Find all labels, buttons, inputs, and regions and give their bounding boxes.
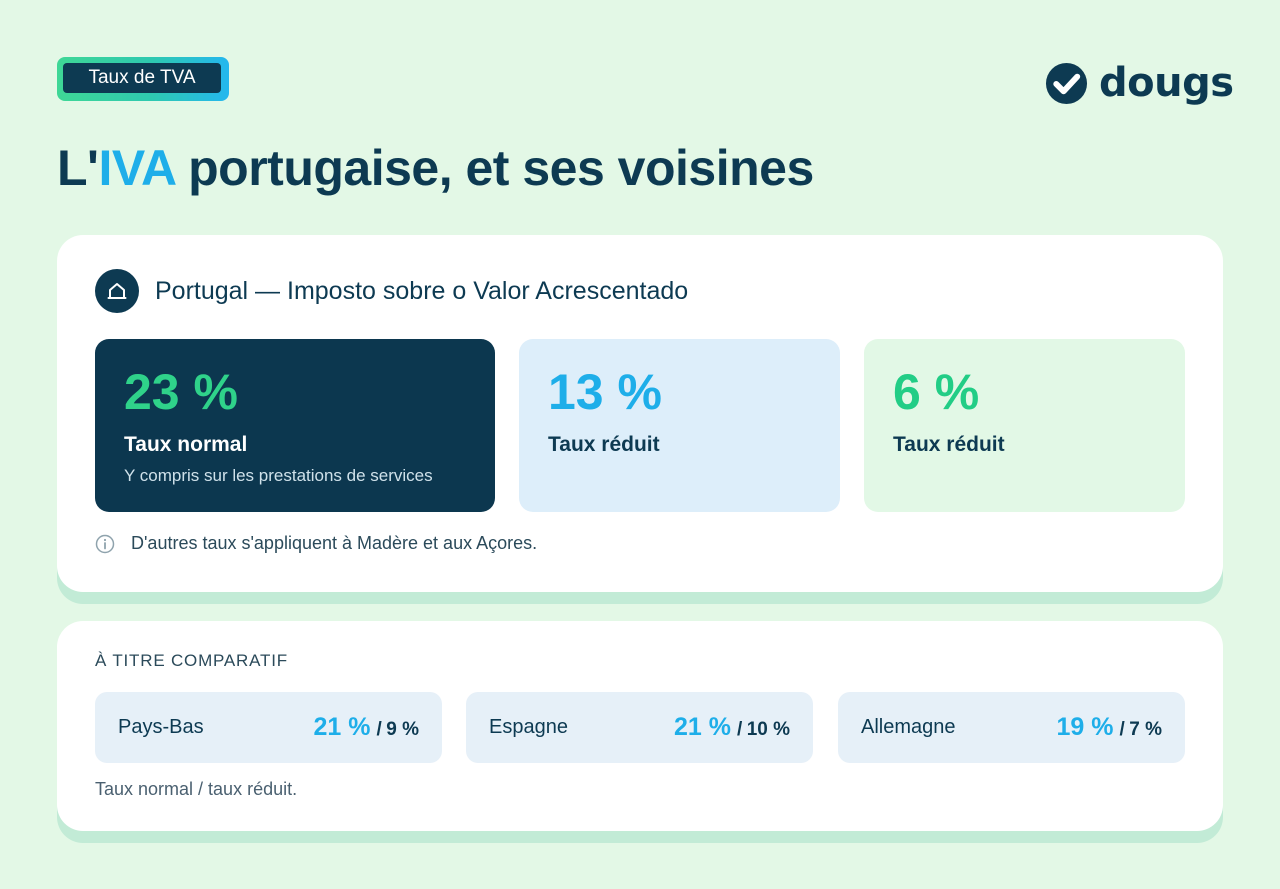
checkmark-logo-icon (1045, 62, 1088, 104)
brand-name: dougs (1099, 60, 1234, 106)
rate-value: 23 % (124, 364, 238, 420)
category-tag: Taux de TVA (57, 57, 229, 101)
house-icon (107, 283, 127, 299)
reduced-rate: 7 % (1129, 719, 1162, 740)
comparison-rates: 21 %/ 10 % (674, 692, 790, 766)
comparison-item-allemagne: Allemagne 19 %/ 7 % (838, 692, 1185, 763)
comparison-rates: 19 %/ 7 % (1057, 692, 1162, 766)
brand-logo: dougs (1045, 60, 1234, 106)
comparison-country: Allemagne (861, 716, 956, 738)
normal-rate: 21 % (313, 713, 371, 741)
country-title: Portugal — Imposto sobre o Valor Acresce… (155, 276, 689, 305)
reduced-rate: 10 % (746, 719, 790, 740)
rate-value: 6 % (893, 364, 980, 420)
info-note: D'autres taux s'appliquent à Madère et a… (95, 533, 537, 554)
title-prefix: L' (57, 140, 99, 196)
title-suffix: portugaise, et ses voisines (174, 140, 814, 196)
comparison-item-pays-bas: Pays-Bas 21 %/ 9 % (95, 692, 442, 763)
tag-label: Taux de TVA (63, 63, 221, 93)
rate-card-normal: 23 % Taux normal Y compris sur les prest… (95, 339, 495, 512)
rate-label: Taux réduit (893, 433, 1005, 456)
rate-card-reduced-6: 6 % Taux réduit (864, 339, 1185, 512)
comparison-item-espagne: Espagne 21 %/ 10 % (466, 692, 813, 763)
reduced-rate: 9 % (386, 719, 419, 740)
rate-label: Taux normal (124, 433, 248, 456)
page-title: L'IVA portugaise, et ses voisines (57, 138, 814, 198)
rate-separator: / (376, 719, 382, 740)
comparison-card: À TITRE COMPARATIF Pays-Bas 21 %/ 9 % Es… (57, 621, 1223, 831)
normal-rate: 21 % (673, 713, 731, 741)
comparison-footnote: Taux normal / taux réduit. (95, 779, 298, 799)
normal-rate: 19 % (1056, 713, 1114, 741)
portugal-card: Portugal — Imposto sobre o Valor Acresce… (57, 235, 1223, 592)
rate-separator: / (1119, 719, 1125, 740)
rate-label: Taux réduit (548, 433, 660, 456)
rate-card-reduced-13: 13 % Taux réduit (519, 339, 840, 512)
rate-value: 13 % (548, 364, 662, 420)
rate-description: Y compris sur les prestations de service… (124, 466, 433, 485)
comparison-country: Pays-Bas (118, 716, 204, 738)
note-text: D'autres taux s'appliquent à Madère et a… (131, 533, 538, 553)
rate-separator: / (736, 719, 743, 740)
info-icon (95, 534, 115, 553)
comparison-country: Espagne (489, 716, 568, 738)
title-accent: IVA (98, 140, 175, 196)
country-header: Portugal — Imposto sobre o Valor Acresce… (95, 269, 688, 313)
section-title: À TITRE COMPARATIF (95, 651, 288, 670)
country-badge (95, 269, 139, 313)
comparison-rates: 21 %/ 9 % (314, 692, 419, 766)
